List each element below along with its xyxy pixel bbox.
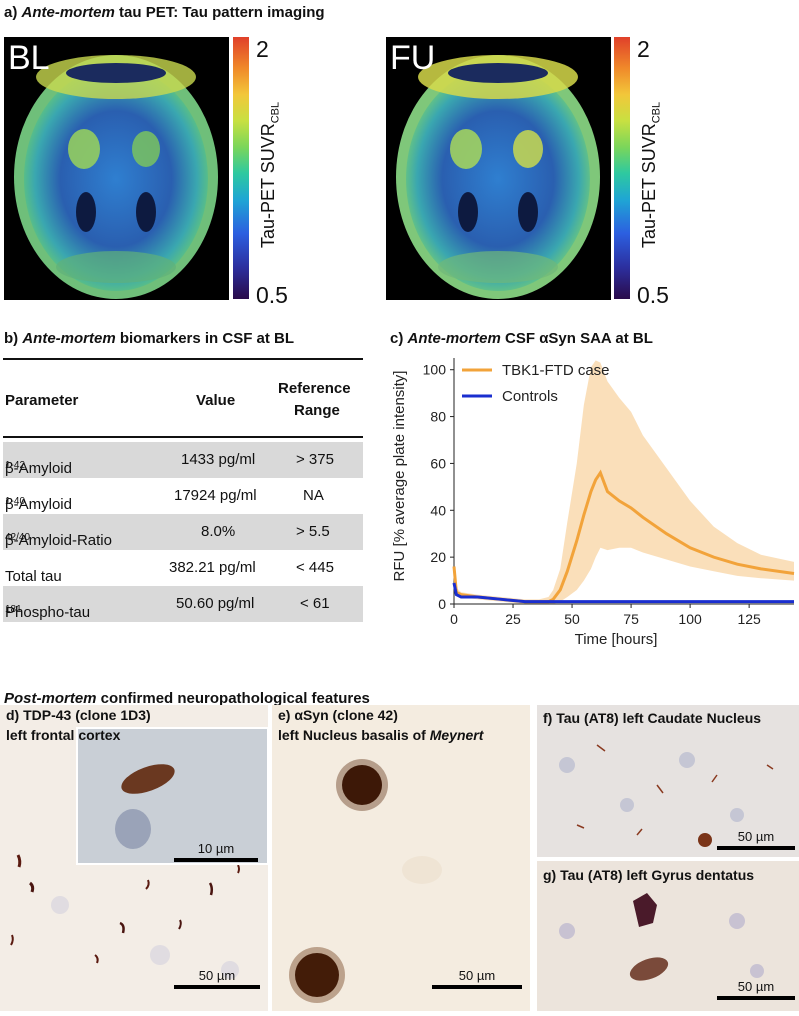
row-value: 382.21 pg/ml xyxy=(169,559,256,576)
section-post-title: Post-mortem confirmed neuropathological … xyxy=(4,690,370,707)
y-tick-label: 0 xyxy=(438,596,446,612)
pet-image-followup: FU xyxy=(386,37,611,300)
panel-f-title: f) Tau (AT8) left Caudate Nucleus xyxy=(543,710,762,726)
row-value: 17924 pg/ml xyxy=(174,487,257,504)
table-row: Phospho-tau 181 50.60 pg/ml < 61 xyxy=(3,586,363,622)
y-tick-label: 20 xyxy=(430,549,446,565)
panel-g-image xyxy=(559,893,764,981)
x-axis-label: Time [hours] xyxy=(575,631,658,648)
y-tick-label: 40 xyxy=(430,502,446,518)
header-reference-2: Range xyxy=(294,402,340,419)
panel-e-title-1: e) αSyn (clone 42) xyxy=(278,707,398,723)
inset-neuron-image xyxy=(115,764,175,849)
row-reference: NA xyxy=(303,487,324,504)
pet-label-followup: FU xyxy=(390,39,436,77)
colorbar-followup xyxy=(614,37,630,299)
x-tick-label: 125 xyxy=(737,611,761,627)
panel-e-scale-label: 50 µm xyxy=(458,968,496,983)
section-b-title: b) Ante-mortem biomarkers in CSF at BL xyxy=(4,330,295,347)
x-tick-label: 100 xyxy=(678,611,702,627)
panel-f-scale-label: 50 µm xyxy=(737,829,775,844)
panel-d-title-2: left frontal cortex xyxy=(6,727,121,743)
x-tick-label: 75 xyxy=(623,611,639,627)
table-row: β-Amyloid 1-42 1433 pg/ml > 375 xyxy=(3,442,363,478)
panel-g-title: g) Tau (AT8) left Gyrus dentatus xyxy=(543,867,755,883)
colorbar-baseline xyxy=(233,37,249,299)
row-value: 50.60 pg/ml xyxy=(176,595,255,612)
legend-label-0: TBK1-FTD case xyxy=(502,362,610,379)
colorbar-max-followup: 2 xyxy=(637,36,650,62)
series-line-1 xyxy=(452,582,794,604)
csf-biomarker-table: Parameter Value Reference Range β-Amyloi… xyxy=(3,358,363,630)
series-band-tbk1 xyxy=(454,360,794,604)
row-reference: > 5.5 xyxy=(296,523,330,540)
colorbar-title-baseline: Tau-PET SUVRCBL xyxy=(258,101,282,248)
row-reference: < 61 xyxy=(300,595,330,612)
panel-d-title-1: d) TDP-43 (clone 1D3) xyxy=(6,707,151,723)
section-c-title: c) Ante-mortem CSF αSyn SAA at BL xyxy=(390,330,653,347)
panel-d-inset: 10 µm xyxy=(76,727,268,865)
panel-d-scale: 50 µm xyxy=(174,968,260,989)
saa-chart: 0 25 50 75 100 125 0 20 40 60 80 100 Time [hours] RFU… xyxy=(391,358,795,648)
panel-g-tau-dentatus: g) Tau (AT8) left Gyrus dentatus 50 µm xyxy=(537,861,799,1011)
colorbar-min-followup: 0.5 xyxy=(637,282,669,308)
panel-e-asyn: e) αSyn (clone 42) left Nucleus basalis … xyxy=(272,705,530,1011)
panel-e-image xyxy=(289,759,442,1003)
panel-f-tau-caudate: f) Tau (AT8) left Caudate Nucleus 50 µm xyxy=(537,705,799,857)
panel-g-scale-label: 50 µm xyxy=(737,979,775,994)
panel-f-scale: 50 µm xyxy=(717,829,795,850)
panel-d-scale-label: 50 µm xyxy=(198,968,236,983)
colorbar-title-followup: Tau-PET SUVRCBL xyxy=(639,101,663,248)
panel-f-image xyxy=(559,744,774,847)
panel-d-inset-scale: 10 µm xyxy=(174,841,258,862)
panel-d-tdp43: 10 µm d) TDP-43 (clone 1D3) left frontal… xyxy=(0,705,268,1011)
row-value: 8.0% xyxy=(201,523,236,540)
section-a-title: a) Ante-mortem tau PET: Tau pattern imag… xyxy=(4,4,325,21)
panel-e-title-2: left Nucleus basalis of Meynert xyxy=(278,727,484,743)
row-value: 1433 pg/ml xyxy=(181,451,256,468)
row-parameter: β-Amyloid 1-42 xyxy=(5,460,72,477)
inset-scale-label: 10 µm xyxy=(197,841,235,856)
colorbar-max-baseline: 2 xyxy=(256,36,269,62)
x-tick-label: 0 xyxy=(450,611,458,627)
table-row: β-Amyloid-Ratio 42/40 8.0% > 5.5 xyxy=(3,514,363,550)
row-reference: > 375 xyxy=(296,451,334,468)
table-row: β-Amyloid 1-40 17924 pg/ml NA xyxy=(3,478,363,514)
table-top-rule xyxy=(3,358,363,360)
y-tick-label: 60 xyxy=(430,455,446,471)
table-header-rule xyxy=(3,436,363,438)
panel-g-scale: 50 µm xyxy=(717,979,795,1000)
row-parameter: Phospho-tau 181 xyxy=(5,604,91,621)
row-parameter: β-Amyloid 1-40 xyxy=(5,496,72,513)
header-parameter: Parameter xyxy=(5,392,79,409)
header-value: Value xyxy=(196,392,236,409)
panel-d-image xyxy=(10,854,240,979)
legend-label-1: Controls xyxy=(502,388,558,405)
header-reference-1: Reference xyxy=(278,380,351,397)
x-tick-label: 25 xyxy=(505,611,521,627)
row-reference: < 445 xyxy=(296,559,334,576)
table-row: Total tau 382.21 pg/ml < 445 xyxy=(5,559,334,585)
colorbar-min-baseline: 0.5 xyxy=(256,282,288,308)
pet-image-baseline: BL xyxy=(4,37,229,300)
pet-label-baseline: BL xyxy=(8,39,50,77)
row-parameter: β-Amyloid-Ratio 42/40 xyxy=(5,532,112,549)
y-tick-label: 80 xyxy=(430,409,446,425)
y-tick-label: 100 xyxy=(423,362,447,378)
x-tick-label: 50 xyxy=(564,611,580,627)
y-axis-label: RFU [% average plate intensity] xyxy=(391,371,408,582)
panel-e-scale: 50 µm xyxy=(432,968,522,989)
